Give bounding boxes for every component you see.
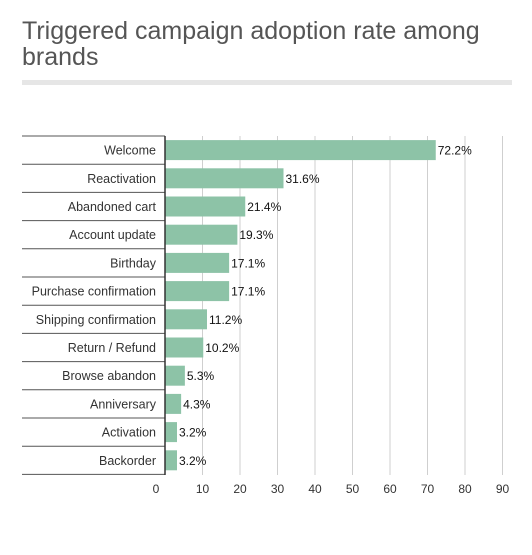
x-tick-label: 70 — [421, 482, 435, 496]
category-label: Backorder — [99, 454, 156, 468]
bar — [165, 393, 182, 414]
x-tick-label: 10 — [196, 482, 210, 496]
x-tick-label: 50 — [346, 482, 360, 496]
title-divider — [22, 80, 512, 85]
value-label: 3.2% — [179, 454, 207, 468]
value-label: 5.3% — [187, 369, 215, 383]
value-label: 4.3% — [183, 397, 211, 411]
value-labels: 72.2% 31.6% 21.4% 19.3% 17.1% 17.1% 11.2% 10.2%… — [179, 144, 472, 468]
x-tick-label: 80 — [458, 482, 472, 496]
category-label: Shipping confirmation — [36, 313, 156, 327]
bar — [165, 140, 436, 161]
bar — [165, 168, 284, 189]
value-label: 10.2% — [205, 341, 239, 355]
category-label: Anniversary — [90, 397, 157, 411]
value-label: 31.6% — [286, 172, 320, 186]
category-label: Purchase confirmation — [32, 285, 156, 299]
x-tick-label: 0 — [153, 482, 160, 496]
bar — [165, 450, 177, 471]
category-label: Return / Refund — [68, 341, 156, 355]
value-label: 19.3% — [239, 228, 273, 242]
bar — [165, 224, 238, 245]
x-tick-label: 40 — [308, 482, 322, 496]
value-label: 17.1% — [231, 256, 265, 270]
bar — [165, 252, 230, 273]
tick-labels: 0 10 20 30 40 50 60 70 80 90 — [153, 482, 510, 496]
category-label: Welcome — [104, 144, 156, 158]
x-tick-label: 60 — [383, 482, 397, 496]
row-separators — [22, 135, 165, 475]
x-tick-label: 30 — [271, 482, 285, 496]
bar — [165, 365, 185, 386]
value-label: 21.4% — [247, 200, 281, 214]
chart-title: Triggered campaign adoption rate among b… — [22, 17, 480, 71]
bar — [165, 337, 204, 358]
grid-lines — [202, 136, 503, 475]
value-label: 11.2% — [209, 313, 242, 327]
x-tick-label: 90 — [496, 482, 510, 496]
category-label: Account update — [69, 228, 156, 242]
bar — [165, 422, 177, 443]
bars — [165, 140, 436, 471]
category-labels: Welcome Reactivation Abandoned cart Account… — [32, 144, 157, 468]
bar — [165, 309, 207, 330]
category-label: Birthday — [110, 256, 157, 270]
category-label: Reactivation — [87, 172, 156, 186]
value-label: 3.2% — [179, 426, 207, 440]
category-label: Abandoned cart — [68, 200, 157, 214]
value-label: 17.1% — [231, 285, 265, 299]
bar — [165, 196, 246, 217]
bar — [165, 281, 230, 302]
value-label: 72.2% — [438, 144, 472, 158]
category-label: Activation — [102, 426, 156, 440]
category-label: Browse abandon — [62, 369, 156, 383]
x-tick-label: 20 — [233, 482, 247, 496]
